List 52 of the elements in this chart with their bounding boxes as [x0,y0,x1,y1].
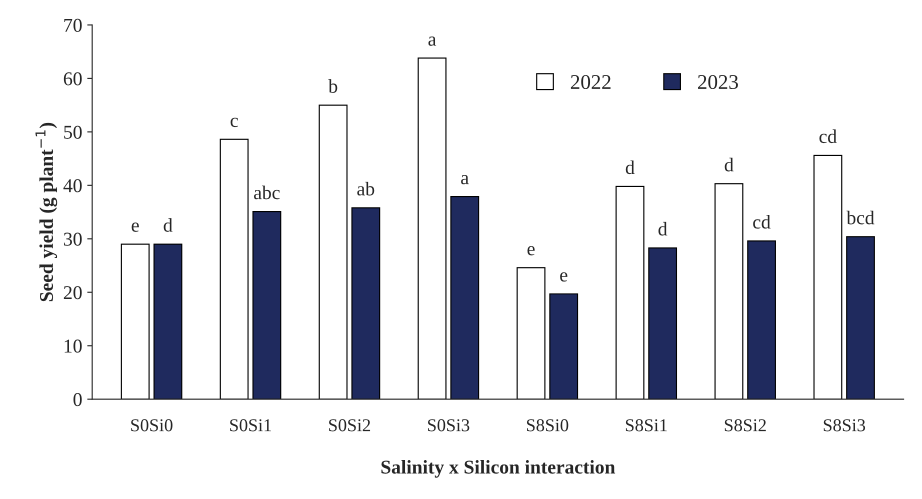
bar [648,247,678,400]
x-tick-label: S0Si3 [428,419,470,432]
data-label: d [164,218,173,232]
data-label: e [132,222,139,232]
y-tick-label: 0 [73,393,82,406]
y-tick-label: 30 [64,232,82,246]
x-tick-label: S0Si0 [131,419,172,432]
y-tick-label: 20 [64,286,82,300]
data-label: bcd [846,210,874,224]
data-label: d [658,222,668,236]
bar [714,183,744,400]
bar [120,244,150,400]
x-tick-label: S8Si0 [526,419,568,432]
legend-label: 2022 [570,74,611,90]
data-label: a [461,174,469,184]
data-label: d [626,160,635,174]
bar [747,240,776,400]
data-label: cd [753,214,771,229]
data-label: cd [819,129,837,144]
data-label: ab [357,182,374,196]
x-tick-label: S0Si2 [329,419,370,432]
bar [450,196,480,400]
bar [813,154,842,400]
y-tick-label: 50 [64,126,82,139]
bar [153,244,182,400]
y-tick-label: 40 [63,179,82,192]
bar [220,138,249,400]
bar [616,186,644,400]
x-tick-label: S8Si2 [724,419,766,432]
bar [418,58,446,400]
data-label: abc [254,186,280,200]
bar [252,210,282,400]
y-tick-label: 70 [64,18,82,32]
data-label: e [527,246,535,256]
bar [516,267,546,400]
bar [549,293,578,400]
bar [846,236,875,400]
y-tick-label: 60 [64,72,82,86]
y-tick-label: 10 [64,340,82,353]
x-tick-label: S8Si1 [626,419,667,432]
data-label: b [328,79,338,93]
bar [318,104,348,400]
data-label: a [428,36,436,46]
data-label: e [560,272,568,282]
bar [351,207,380,400]
data-label: c [230,118,238,128]
x-tick-label: S8Si3 [824,419,866,432]
data-label: d [724,158,734,172]
legend-label: 2023 [698,74,738,90]
x-tick-label: S0Si1 [230,419,272,432]
x-axis-title: Salinity x Silicon interaction [381,460,616,478]
y-axis-title: Seed yield (g plant$^{−1}$) [36,122,58,302]
